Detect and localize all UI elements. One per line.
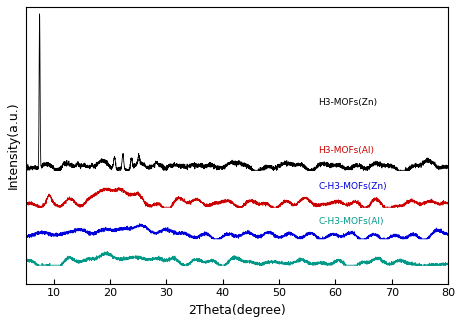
Y-axis label: Intensity(a.u.): Intensity(a.u.): [7, 101, 20, 189]
Text: C-H3-MOFs(Zn): C-H3-MOFs(Zn): [318, 182, 387, 191]
Text: H3-MOFs(Zn): H3-MOFs(Zn): [318, 98, 377, 107]
Text: C-H3-MOFs(Al): C-H3-MOFs(Al): [318, 217, 384, 226]
X-axis label: 2Theta(degree): 2Theta(degree): [188, 304, 286, 317]
Text: H3-MOFs(Al): H3-MOFs(Al): [318, 145, 374, 155]
